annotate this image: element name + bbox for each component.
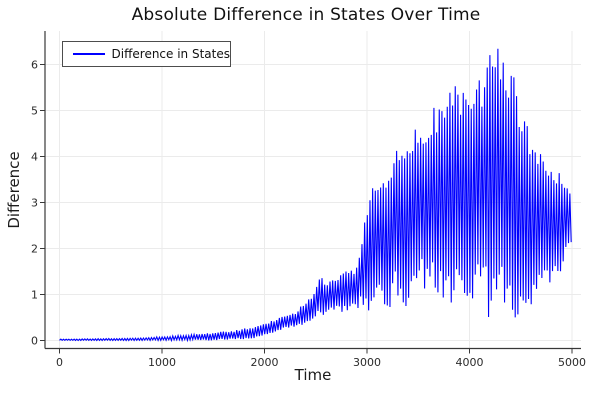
y-tick-label: 5 [31, 104, 38, 117]
x-tick-label: 5000 [558, 355, 586, 369]
legend-box: Difference in States [62, 41, 231, 67]
y-tick-label: 2 [31, 242, 38, 255]
tick-marks [40, 64, 573, 354]
legend-entry-label: Difference in States [111, 47, 230, 61]
x-tick-label: 2000 [250, 355, 279, 369]
legend-line-sample-icon [73, 53, 105, 55]
x-tick-label: 3000 [353, 355, 381, 369]
x-tick-label: 1000 [148, 355, 176, 369]
y-tick-label: 3 [31, 196, 38, 209]
y-tick-label: 1 [31, 288, 38, 301]
axis-spines [44, 31, 581, 350]
y-tick-label: 4 [31, 150, 38, 163]
x-axis-label: Time [294, 366, 332, 384]
difference-series-line [59, 48, 572, 343]
gridlines [45, 31, 581, 349]
y-tick-label: 6 [31, 58, 38, 71]
chart-title: Absolute Difference in States Over Time [131, 5, 481, 25]
x-tick-label: 4000 [455, 355, 484, 369]
x-tick-label: 0 [56, 355, 63, 369]
y-tick-label: 0 [31, 334, 38, 347]
